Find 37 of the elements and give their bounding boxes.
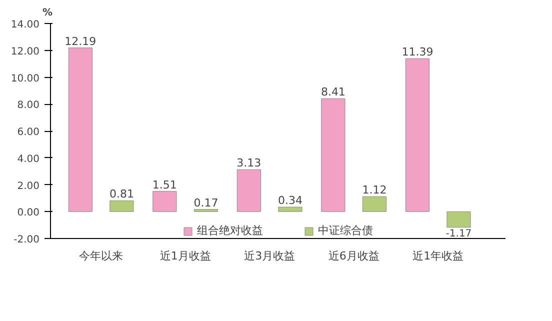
data-label: 12.19 (64, 34, 96, 48)
legend-label: 组合绝对收益 (197, 223, 263, 238)
x-tick-label: 近6月收益 (328, 250, 380, 262)
bar (236, 169, 261, 212)
y-tick-label: 8.00 (17, 100, 40, 112)
bar (68, 48, 92, 212)
y-tick-label: 0.00 (17, 208, 40, 219)
x-tick-label: 近3月收益 (244, 250, 296, 262)
bar (405, 58, 430, 212)
bar (110, 200, 134, 212)
data-label: 1.51 (152, 178, 177, 192)
data-label: 3.13 (236, 156, 262, 170)
y-tick-label: 6.00 (17, 127, 40, 138)
x-tick-label: 今年以来 (79, 250, 124, 262)
data-label: 11.39 (402, 46, 434, 59)
data-label: 0.81 (109, 188, 134, 201)
y-tick-label: 4.00 (17, 154, 40, 165)
bar (278, 206, 302, 212)
y-axis-title: % (42, 8, 53, 18)
y-tick-label: 14.00 (10, 20, 40, 30)
y-tick-label: 10.00 (10, 73, 40, 84)
y-tick-label: 2.00 (17, 180, 40, 192)
data-label: 0.34 (278, 194, 302, 208)
y-tick-label: -2.00 (14, 234, 40, 246)
data-label: 0.17 (194, 196, 218, 210)
x-tick-label: 近1月收益 (160, 250, 211, 262)
bar (321, 98, 346, 212)
data-label: 1.12 (362, 184, 387, 197)
bar (152, 191, 177, 212)
bar (194, 209, 218, 212)
y-tick-label: 12.00 (10, 46, 40, 58)
bar (362, 196, 387, 212)
x-tick-label: 近1年收益 (412, 250, 464, 262)
data-label: -1.17 (446, 228, 472, 240)
bar (446, 211, 471, 228)
legend-label: 中证综合债 (318, 223, 373, 238)
data-label: 8.41 (320, 86, 346, 99)
